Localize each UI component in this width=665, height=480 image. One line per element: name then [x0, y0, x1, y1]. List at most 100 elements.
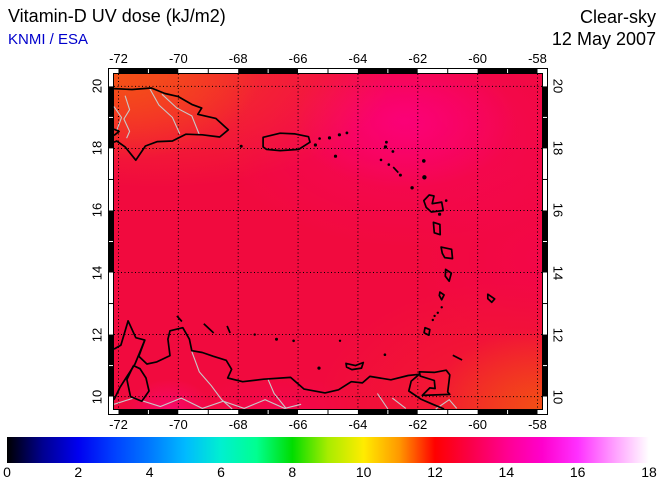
- lon-tick-label-bottom: -68: [228, 417, 248, 432]
- border-river-venezuela-rivers: [113, 397, 302, 409]
- lat-tick-label-left: 16: [89, 203, 105, 218]
- small-island: [318, 137, 321, 140]
- lat-tick-label-right: 16: [550, 203, 566, 218]
- frame-seg-top: [537, 68, 542, 74]
- small-island: [345, 131, 349, 135]
- coastline-hispaniola-coast: [113, 87, 230, 162]
- small-island: [387, 163, 391, 166]
- lat-tick-label-left: 20: [89, 79, 105, 94]
- border-river-orinoco-delta-2: [376, 393, 389, 410]
- island-st-vincent: [438, 291, 445, 301]
- lon-tick-label-bottom: -62: [408, 417, 428, 432]
- map-overlay-svg: [108, 68, 548, 415]
- island-guadeloupe: [422, 194, 445, 213]
- latitude-axis-left: 20 18 16 14 12 10: [89, 68, 105, 415]
- border-river-river-west: [191, 351, 233, 410]
- small-island: [391, 150, 395, 153]
- lat-tick-label-right: 18: [550, 141, 566, 156]
- colorbar-tick-label: 16: [569, 464, 586, 480]
- coastline-aruba: [176, 315, 183, 323]
- colorbar-tick-label: 0: [3, 464, 11, 480]
- colorbar-gradient: [7, 437, 649, 463]
- lon-tick-label-top: -70: [168, 51, 188, 66]
- sky-condition-label: Clear-sky: [579, 7, 656, 27]
- island-dominica: [432, 221, 442, 236]
- lat-tick-label-left: 14: [89, 265, 105, 280]
- lon-tick-label-top: -62: [408, 51, 428, 66]
- page-title: Vitamin-D UV dose (kJ/m2): [8, 6, 226, 26]
- coastline-tobago: [452, 354, 463, 361]
- border-river-orinoco-delta-3: [435, 398, 458, 410]
- small-island: [383, 145, 388, 149]
- uv-dose-field: [114, 74, 542, 409]
- small-island: [327, 136, 332, 140]
- frame-seg-right: [542, 396, 548, 409]
- coastline-south-america-coast: [113, 320, 445, 410]
- frame-seg-top: [114, 68, 119, 74]
- island-grenada: [423, 326, 431, 337]
- coastline-haiti-west-coast: [113, 128, 120, 137]
- lon-tick-label-bottom: -72: [109, 417, 128, 432]
- colorbar-tick-label: 4: [145, 464, 154, 480]
- island-st-lucia: [444, 268, 453, 283]
- border-river-haiti-internal: [113, 106, 123, 130]
- map-panel: [108, 68, 548, 415]
- border-river-orinoco-delta-1: [391, 397, 407, 409]
- island-barbados: [486, 293, 496, 304]
- colorbar-tick-label: 12: [427, 464, 443, 480]
- small-island: [253, 333, 256, 336]
- header-right: Clear-sky 12 May 2007: [552, 6, 656, 50]
- date-label: 12 May 2007: [551, 29, 656, 49]
- lat-tick-label-left: 12: [89, 327, 105, 342]
- lon-tick-label-top: -60: [468, 51, 488, 66]
- lon-tick-label-bottom: -60: [468, 417, 488, 432]
- data-source-label: KNMI / ESA: [8, 31, 89, 48]
- coastline-colombia-venezuela-border: [113, 339, 146, 401]
- small-island: [440, 306, 443, 309]
- frame-seg-left: [108, 396, 114, 409]
- small-island: [431, 318, 434, 322]
- colorbar-tick-label: 8: [288, 464, 297, 480]
- small-island: [410, 186, 414, 190]
- frame-seg-left: [108, 74, 114, 87]
- small-island: [275, 337, 278, 341]
- lat-tick-label-right: 14: [550, 265, 566, 280]
- small-island: [385, 140, 388, 144]
- longitude-axis-bottom: -72 -70 -68 -66 -64 -62 -60 -58: [108, 417, 548, 432]
- lon-tick-label-top: -72: [109, 51, 128, 66]
- coastline-bonaire: [226, 325, 231, 334]
- small-island: [292, 339, 295, 343]
- lon-tick-label-top: -58: [528, 51, 547, 66]
- coastline-lake-maracaibo: [126, 364, 150, 403]
- lat-tick-label-right: 12: [550, 327, 566, 342]
- lon-tick-label-bottom: -66: [288, 417, 308, 432]
- small-island: [438, 212, 442, 216]
- border-river-dr-internal-1: [149, 88, 181, 135]
- lon-tick-label-top: -68: [228, 51, 248, 66]
- lon-tick-label-bottom: -58: [528, 417, 547, 432]
- colorbar-tick-label: 14: [498, 464, 515, 480]
- frame-seg-bottom: [114, 409, 119, 415]
- latitude-axis-right: 20 18 16 14 12 10: [550, 68, 566, 415]
- small-island: [379, 158, 383, 162]
- island-martinique: [440, 246, 454, 260]
- border-river-dr-internal-2: [161, 93, 200, 135]
- frame-outer-outline: [108, 68, 548, 415]
- lon-tick-label-bottom: -64: [348, 417, 368, 432]
- frame-inner-outline: [113, 73, 543, 410]
- colorbar-tick-label: 18: [641, 464, 657, 480]
- coastline-st-kitts: [392, 166, 399, 174]
- small-island: [398, 173, 402, 177]
- lat-tick-label-right: 10: [550, 389, 566, 404]
- colorbar-tick-label: 10: [355, 464, 372, 480]
- small-island: [422, 159, 426, 163]
- small-island: [239, 144, 243, 148]
- small-island: [383, 353, 387, 357]
- border-river-river-caracas: [267, 379, 287, 409]
- small-island: [338, 339, 342, 342]
- small-island: [313, 143, 317, 147]
- lon-tick-label-top: -66: [288, 51, 308, 66]
- coastline-curacao: [203, 323, 215, 334]
- lat-tick-label-right: 20: [550, 79, 566, 94]
